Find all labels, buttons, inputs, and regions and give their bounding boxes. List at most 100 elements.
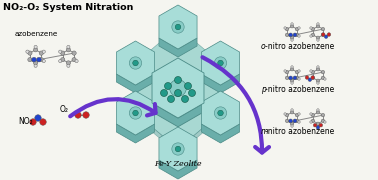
Circle shape [316,36,320,39]
Circle shape [317,66,319,68]
Circle shape [319,123,323,127]
Circle shape [316,125,320,129]
Circle shape [67,64,70,67]
Circle shape [293,119,297,123]
Circle shape [298,78,300,80]
Circle shape [133,110,138,116]
Circle shape [290,68,294,71]
Circle shape [189,89,195,96]
Circle shape [316,24,320,28]
Circle shape [324,121,326,123]
Circle shape [34,61,38,65]
Circle shape [298,70,300,72]
Circle shape [308,78,312,82]
Circle shape [321,27,325,31]
Circle shape [290,36,294,39]
Circle shape [75,112,81,118]
Text: -nitro azobenzene: -nitro azobenzene [265,42,334,51]
Circle shape [298,27,300,29]
Circle shape [310,121,312,123]
Circle shape [175,146,181,152]
Circle shape [291,66,293,68]
Circle shape [290,122,294,125]
Polygon shape [116,91,155,135]
Circle shape [317,23,319,25]
Circle shape [324,78,326,80]
Circle shape [291,109,293,111]
Circle shape [42,59,45,63]
Circle shape [316,79,320,82]
Circle shape [290,24,294,28]
Circle shape [164,82,172,89]
Circle shape [285,119,289,123]
Circle shape [60,57,65,62]
Circle shape [72,57,76,62]
Circle shape [311,113,315,117]
Circle shape [60,51,65,55]
Circle shape [129,107,142,119]
Circle shape [129,57,142,69]
Text: p: p [261,84,266,93]
Circle shape [40,119,46,125]
Circle shape [295,119,299,123]
Circle shape [284,70,286,72]
Circle shape [311,76,315,80]
Circle shape [285,33,289,37]
Polygon shape [159,38,197,57]
Text: -nitro azobenzene: -nitro azobenzene [265,84,334,93]
Circle shape [313,123,317,127]
Circle shape [28,57,32,62]
Circle shape [28,51,32,55]
Circle shape [83,112,89,118]
Circle shape [293,76,297,80]
Circle shape [293,33,297,37]
Text: Fe-Y Zeolite: Fe-Y Zeolite [154,160,202,168]
Circle shape [285,70,289,74]
Circle shape [310,113,312,115]
Circle shape [291,39,293,41]
Circle shape [310,27,312,29]
Text: O₂: O₂ [60,105,69,114]
Circle shape [321,113,325,117]
Circle shape [295,27,299,31]
Circle shape [34,64,37,67]
Circle shape [39,51,43,55]
Circle shape [184,82,192,89]
Circle shape [290,111,294,114]
Circle shape [324,35,328,39]
Circle shape [72,51,76,55]
Circle shape [321,33,325,37]
Circle shape [295,70,299,74]
Circle shape [34,48,38,52]
Circle shape [311,119,315,123]
Circle shape [34,45,37,49]
Circle shape [161,89,167,96]
Circle shape [285,113,289,117]
Circle shape [317,39,319,41]
Polygon shape [152,58,204,118]
Text: NO₂-O₂ System Nitration: NO₂-O₂ System Nitration [3,3,133,12]
Circle shape [30,119,36,125]
Circle shape [290,79,294,82]
Circle shape [284,27,286,29]
Polygon shape [201,91,240,135]
Polygon shape [116,41,155,85]
Circle shape [35,115,41,121]
Circle shape [295,33,299,37]
Circle shape [37,57,41,62]
Circle shape [311,70,315,74]
Circle shape [289,76,293,80]
Circle shape [218,110,223,116]
Text: -nitro azobenzene: -nitro azobenzene [265,127,334,136]
Circle shape [285,76,289,80]
Circle shape [75,59,78,63]
Text: azobenzene: azobenzene [15,31,58,37]
Polygon shape [135,27,220,149]
Circle shape [214,57,227,69]
Polygon shape [159,127,197,171]
Circle shape [214,107,227,119]
Circle shape [321,76,325,80]
Circle shape [172,143,184,155]
Circle shape [289,119,293,123]
Circle shape [291,82,293,84]
